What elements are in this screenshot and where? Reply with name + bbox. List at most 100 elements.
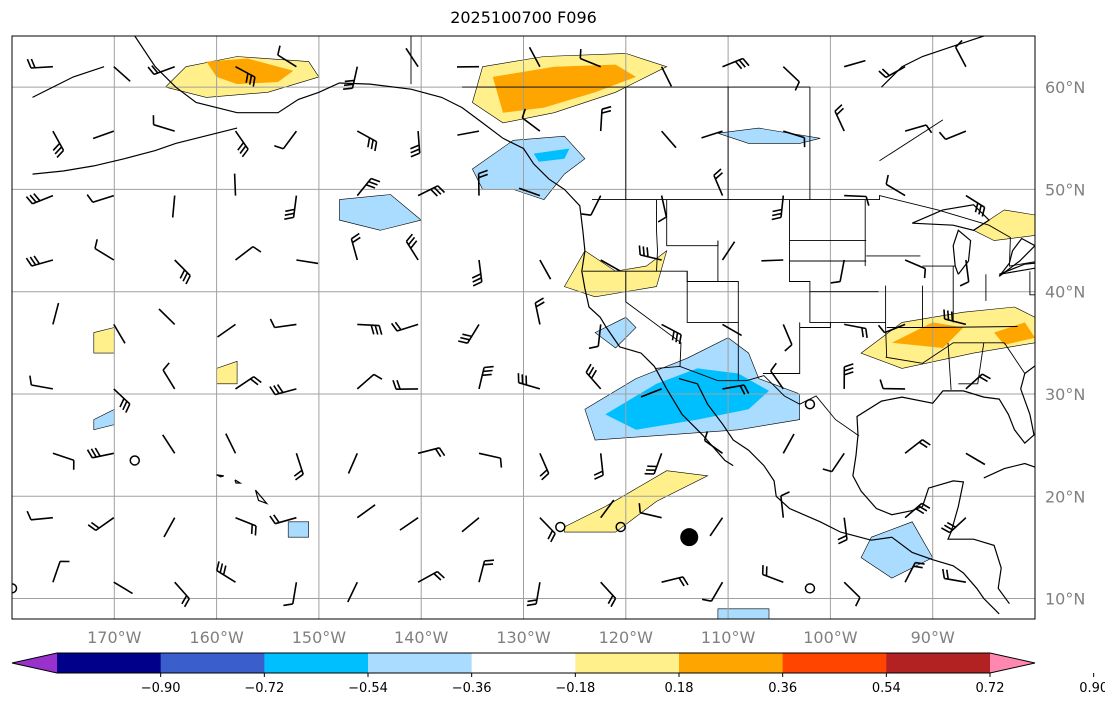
coastline <box>881 36 984 88</box>
wind-barb <box>904 259 927 279</box>
wind-barb <box>904 561 925 583</box>
latitude-tick-label: 60°N <box>1045 78 1085 97</box>
wind-barb <box>837 517 848 545</box>
anomaly-positive-region <box>973 209 1035 241</box>
wind-barb <box>585 363 602 390</box>
station-dot <box>680 528 699 547</box>
wind-barb <box>771 195 785 221</box>
colorbar-segment <box>471 653 576 673</box>
wind-barb <box>163 517 176 538</box>
wind-barb <box>517 373 541 390</box>
colorbar-tick-label: 0.36 <box>768 681 797 696</box>
colorbar-tick-label: 0.90 <box>1079 681 1105 696</box>
wind-barb <box>844 323 868 339</box>
wind-barb <box>782 324 793 352</box>
colorbar-tick-label: −0.54 <box>348 681 388 696</box>
wind-barb <box>269 318 297 329</box>
wind-barb <box>885 174 906 197</box>
wind-barb <box>843 581 861 607</box>
political-border <box>789 199 886 323</box>
wind-barb <box>25 255 54 267</box>
wind-barb <box>965 452 986 466</box>
wind-barb <box>457 130 480 136</box>
coastline <box>254 489 269 505</box>
colorbar-tick-label: −0.90 <box>141 681 181 696</box>
latitude-tick-label: 10°N <box>1045 590 1085 609</box>
wind-barb <box>162 362 176 390</box>
wind-barb <box>225 433 237 454</box>
colorbar-tick-label: −0.18 <box>555 681 595 696</box>
political-border <box>947 342 952 390</box>
wind-barb <box>296 259 319 265</box>
wind-barb <box>283 582 298 607</box>
wind-barb <box>941 517 967 534</box>
latitude-tick-label: 30°N <box>1045 385 1085 404</box>
colorbar-segment <box>679 653 784 673</box>
wind-barb <box>478 365 494 390</box>
colorbar-tick-label: 0.54 <box>872 681 901 696</box>
longitude-tick-label: 150°W <box>292 628 347 647</box>
colorbar-extend-low <box>12 653 57 673</box>
political-border <box>1029 271 1035 296</box>
anomaly-negative-region <box>533 148 570 162</box>
wind-barb <box>713 168 724 196</box>
wind-barb <box>761 259 784 262</box>
longitude-tick-label: 160°W <box>189 628 244 647</box>
wind-barb <box>392 379 419 390</box>
wind-barb <box>834 104 845 132</box>
coastline <box>911 204 990 231</box>
wind-barb <box>86 194 115 204</box>
longitude-tick-label: 110°W <box>701 628 756 647</box>
wind-barb <box>904 502 931 519</box>
wind-barb <box>770 362 784 390</box>
colorbar-segment <box>886 653 991 673</box>
wind-barb <box>417 570 445 583</box>
wind-barb <box>518 187 541 197</box>
political-border <box>885 342 1005 364</box>
coastline <box>32 66 105 98</box>
latitude-tick-label: 20°N <box>1045 487 1085 506</box>
wind-barb <box>52 130 65 158</box>
wind-barb <box>94 239 115 261</box>
wind-barb <box>600 581 617 608</box>
colorbar-segment <box>57 653 162 673</box>
wind-barb <box>703 431 723 454</box>
colorbar-segment <box>782 653 887 673</box>
anomaly-negative-region <box>339 194 422 231</box>
anomaly-positive-region <box>492 64 636 113</box>
wind-barb <box>521 108 541 132</box>
wind-barb <box>878 66 906 79</box>
longitude-tick-label: 120°W <box>599 628 654 647</box>
wind-barb <box>162 434 176 454</box>
colorbar-outline <box>11 652 1036 674</box>
calm-wind-circle <box>555 521 566 533</box>
wind-barb <box>877 323 906 334</box>
political-border <box>886 326 1018 328</box>
wind-barb <box>458 323 480 344</box>
political-border <box>1003 342 1026 374</box>
longitude-tick-label: 130°W <box>496 628 551 647</box>
colorbar-segment <box>575 653 680 673</box>
wind-barb <box>113 323 126 344</box>
wind-barb <box>356 177 381 197</box>
wind-barb <box>783 130 806 148</box>
wind-barb <box>26 58 53 69</box>
anomaly-positive-region <box>994 322 1035 345</box>
anomaly-negative-region <box>287 521 309 538</box>
wind-barb <box>709 517 724 537</box>
wind-barb <box>347 452 359 474</box>
colorbar-tick-label: −0.72 <box>244 681 284 696</box>
wind-barb <box>52 302 60 325</box>
longitude-tick-label: 100°W <box>803 628 858 647</box>
wind-barb <box>539 452 550 481</box>
wind-barb <box>417 447 446 458</box>
chart-title: 2025100700 F096 <box>450 8 597 27</box>
calm-wind-circle <box>804 583 816 594</box>
wind-barb <box>526 582 541 607</box>
coastline <box>856 365 1035 444</box>
wind-barb <box>235 65 256 87</box>
colorbar-segment <box>264 653 369 673</box>
wind-barb <box>52 452 75 470</box>
wind-barb <box>938 130 967 141</box>
